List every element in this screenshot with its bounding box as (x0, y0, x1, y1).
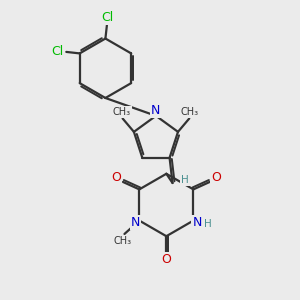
Text: H: H (204, 219, 212, 229)
Text: O: O (112, 171, 122, 184)
Text: CH₃: CH₃ (114, 236, 132, 245)
Text: N: N (131, 216, 140, 229)
Text: N: N (151, 104, 160, 117)
Text: O: O (161, 254, 171, 266)
Text: CH₃: CH₃ (181, 107, 199, 117)
Text: CH₃: CH₃ (113, 107, 131, 117)
Text: Cl: Cl (101, 11, 113, 24)
Text: O: O (211, 171, 221, 184)
Text: H: H (181, 175, 189, 185)
Text: N: N (192, 216, 202, 229)
Text: Cl: Cl (51, 45, 64, 58)
